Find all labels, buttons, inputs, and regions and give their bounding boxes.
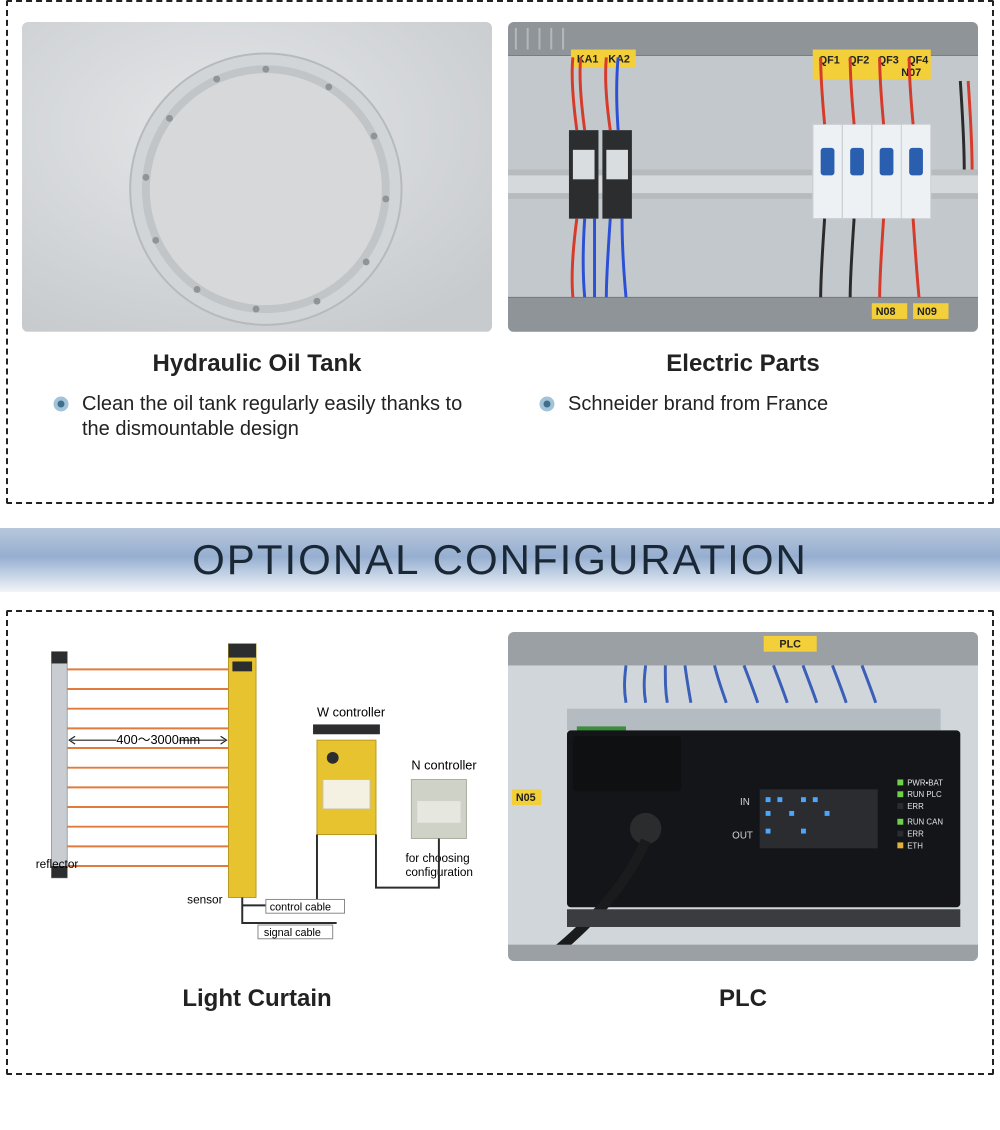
label-signal-cable: signal cable — [264, 927, 321, 939]
feature-card-light-curtain: 400～3000mm W controller N controller for… — [22, 632, 492, 1013]
features-box-2: 400～3000mm W controller N controller for… — [6, 610, 994, 1075]
label-n09: N09 — [917, 306, 937, 318]
label-reflector: reflector — [36, 858, 79, 871]
card-title: PLC — [508, 985, 978, 1013]
bullet: Schneider brand from France — [508, 392, 978, 418]
features-box-1: Hydraulic Oil Tank Clean the oil tank re… — [6, 0, 994, 504]
row: 400～3000mm W controller N controller for… — [22, 632, 978, 1013]
label-n08: N08 — [876, 306, 896, 318]
label-n07: N07 — [901, 67, 921, 79]
light-curtain-image: 400～3000mm W controller N controller for… — [22, 632, 492, 961]
label-n-controller: N controller — [411, 757, 477, 772]
label-sensor: sensor — [187, 893, 222, 906]
banner-text: OPTIONAL CONFIGURATION — [192, 536, 808, 584]
led-err2: ERR — [907, 829, 924, 838]
plc-image: PLC N05 — [508, 632, 978, 961]
row: Hydraulic Oil Tank Clean the oil tank re… — [22, 22, 978, 442]
led-err1: ERR — [907, 802, 924, 811]
bullet: Clean the oil tank regularly easily than… — [22, 392, 492, 442]
bullet-icon — [538, 395, 556, 418]
label-n05: N05 — [516, 792, 536, 804]
label-out: OUT — [732, 830, 753, 841]
bullet-icon — [52, 395, 70, 418]
label-w-controller: W controller — [317, 704, 386, 719]
led-eth: ETH — [907, 841, 923, 850]
label-range: 400～3000mm — [116, 732, 200, 747]
feature-card-plc: PLC N05 — [508, 632, 978, 1013]
led-run2: RUN CAN — [907, 817, 943, 826]
oil-tank-image — [22, 22, 492, 332]
label-in: IN — [740, 797, 750, 808]
card-title: Hydraulic Oil Tank — [22, 350, 492, 378]
section-banner: OPTIONAL CONFIGURATION — [0, 528, 1000, 592]
bullet-text: Clean the oil tank regularly easily than… — [82, 392, 466, 442]
label-plc-top: PLC — [779, 638, 801, 650]
label-control-cable: control cable — [270, 901, 331, 913]
card-title: Electric Parts — [508, 350, 978, 378]
feature-card-oil-tank: Hydraulic Oil Tank Clean the oil tank re… — [22, 22, 492, 442]
feature-card-electric-parts: KA1 KA2 QF1 QF2 QF3 QF4 N07 — [508, 22, 978, 442]
bullet-text: Schneider brand from France — [568, 392, 828, 417]
led-run1: RUN PLC — [907, 790, 942, 799]
electric-parts-image: KA1 KA2 QF1 QF2 QF3 QF4 N07 — [508, 22, 978, 332]
led-pwr: PWR•BAT — [907, 778, 943, 787]
label-choose-1: for choosing — [405, 852, 469, 865]
card-title: Light Curtain — [22, 985, 492, 1013]
